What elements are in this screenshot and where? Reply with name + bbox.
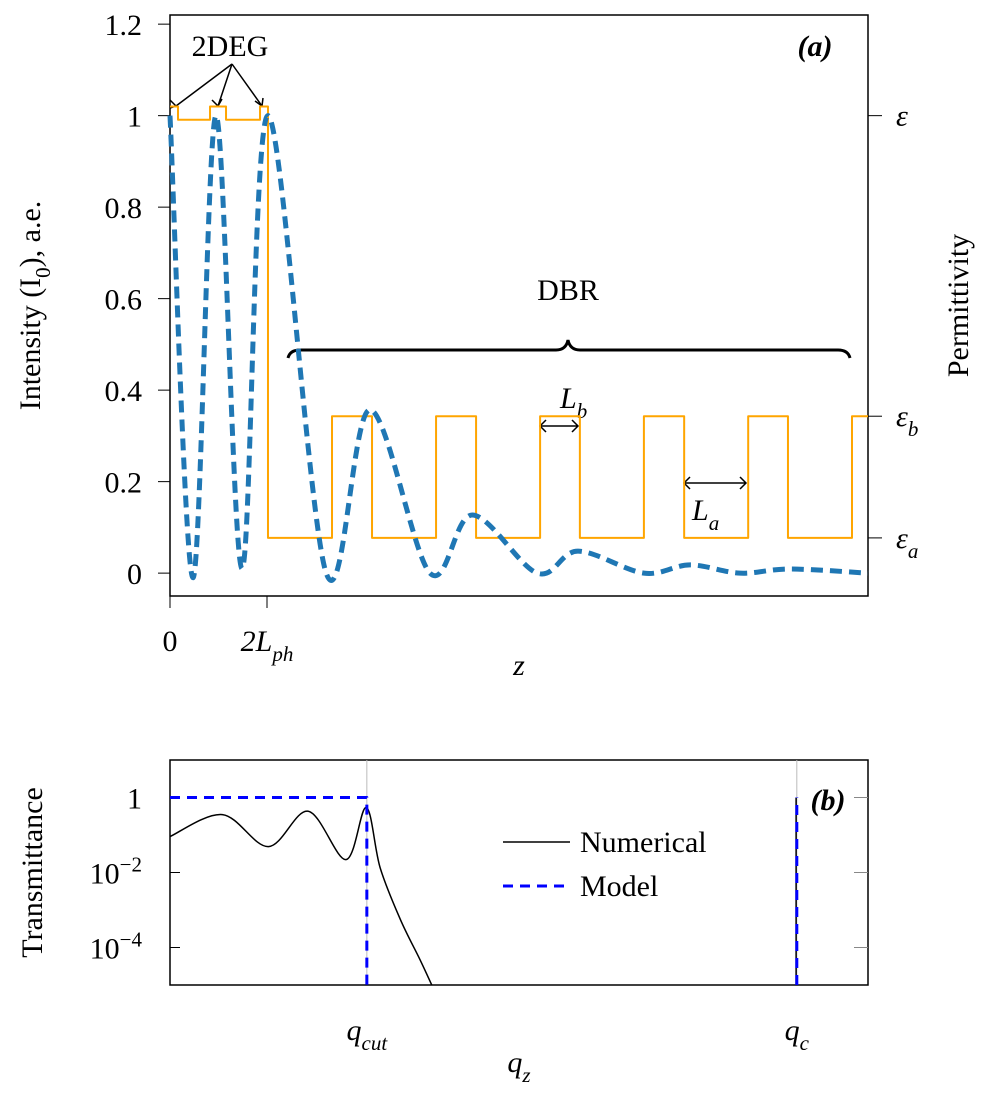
x-tick-label: 0 <box>163 625 178 658</box>
series-line <box>167 113 869 583</box>
annotation: 2DEG <box>192 30 269 63</box>
series-line <box>170 796 799 985</box>
y-tick-label: 10−2 <box>90 853 142 891</box>
x-axis-label: z <box>512 649 525 682</box>
x-tick-label: 2Lph <box>241 625 294 666</box>
y2-axis-label: Permittivity <box>942 234 975 377</box>
y-tick-label: 1 <box>127 101 142 134</box>
y-axis-label: Transmittance <box>16 787 49 958</box>
y-tick-label: 0.2 <box>105 467 143 500</box>
y2-tick-label: εa <box>896 522 918 563</box>
y-axis-label: Intensity (I0), a.e. <box>14 201 55 411</box>
annotation: Lb <box>559 382 587 423</box>
y-tick-label: 0 <box>127 558 142 591</box>
x-tick-label: qcut <box>347 1014 389 1055</box>
y-tick-label: 0.6 <box>105 284 143 317</box>
panel-label: (a) <box>798 30 833 63</box>
y2-tick-label: ε <box>896 100 908 133</box>
y-tick-label: 0.8 <box>105 192 143 225</box>
annotation: DBR <box>537 274 599 307</box>
y-tick-label: 10−4 <box>90 928 143 966</box>
x-axis-label: qz <box>507 1046 530 1087</box>
plot-frame <box>169 14 869 597</box>
x-tick-label: qc <box>785 1014 810 1055</box>
y-tick-label: 1 <box>127 783 142 816</box>
y2-tick-label: εb <box>896 400 918 441</box>
y-tick-label: 1.2 <box>105 9 143 42</box>
series-line <box>170 105 868 539</box>
panel-label: (b) <box>811 784 846 817</box>
legend-label: Numerical <box>580 826 707 859</box>
plot-frame <box>169 759 869 986</box>
y-tick-label: 0.4 <box>105 375 143 408</box>
annotation: La <box>691 494 719 535</box>
legend-label: Model <box>580 870 658 903</box>
